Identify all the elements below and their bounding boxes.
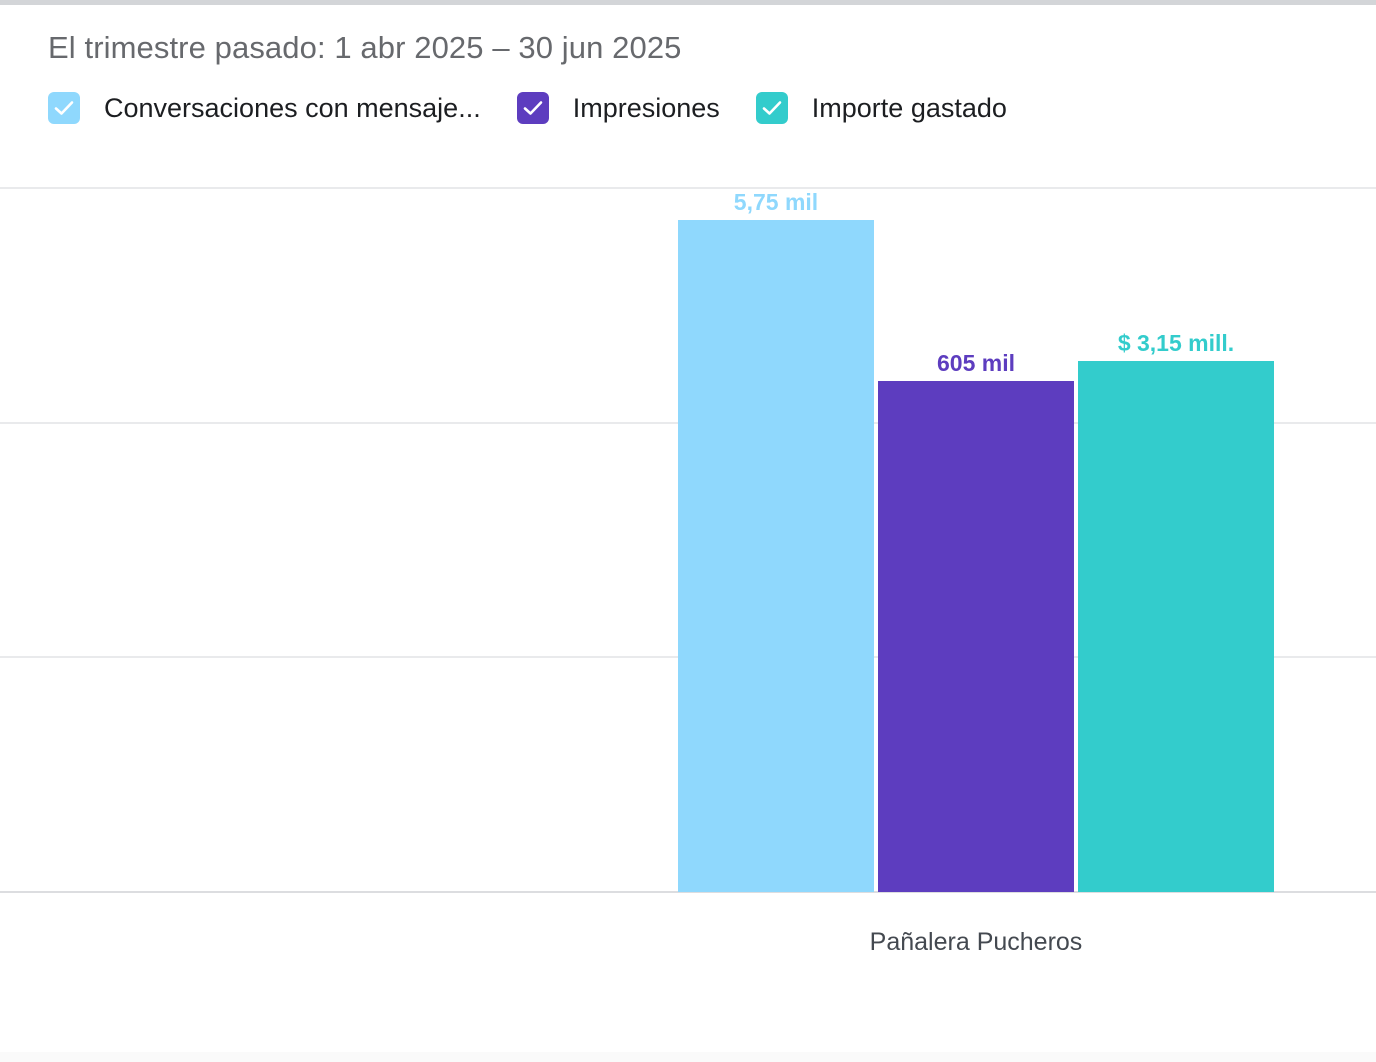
checkmark-icon xyxy=(762,101,782,115)
legend-label-impresiones: Impresiones xyxy=(572,92,720,123)
panel-top-border xyxy=(0,0,1376,5)
legend-checkbox-importe-gastado[interactable] xyxy=(755,92,788,124)
period-label: El trimestre pasado: 1 abr 2025 – 30 jun… xyxy=(48,30,682,65)
bar-data-label-3: $ 3,15 mill. xyxy=(1118,330,1234,356)
legend-label-conversaciones: Conversaciones con mensaje... xyxy=(104,92,481,123)
bar-1[interactable] xyxy=(678,220,874,892)
legend-checkbox-conversaciones[interactable] xyxy=(48,92,80,124)
checkmark-icon xyxy=(54,101,74,115)
legend-item-importe-gastado[interactable]: Importe gastado xyxy=(755,92,1007,124)
chart-legend: Conversaciones con mensaje... Impresione… xyxy=(48,86,1007,130)
x-tick-label: Pañalera Pucheros xyxy=(870,928,1083,956)
bar-data-label-2: 605 mil xyxy=(937,350,1015,376)
panel-bottom-strip xyxy=(0,1052,1376,1062)
legend-item-impresiones[interactable]: Impresiones xyxy=(516,92,720,124)
bar-2[interactable] xyxy=(878,381,1074,892)
legend-checkbox-impresiones[interactable] xyxy=(516,92,549,124)
bar-data-label-1: 5,75 mil xyxy=(734,189,818,215)
legend-item-conversaciones[interactable]: Conversaciones con mensaje... xyxy=(48,92,481,124)
bar-3[interactable] xyxy=(1078,361,1274,892)
legend-label-importe-gastado: Importe gastado xyxy=(811,92,1007,123)
checkmark-icon xyxy=(523,101,543,115)
